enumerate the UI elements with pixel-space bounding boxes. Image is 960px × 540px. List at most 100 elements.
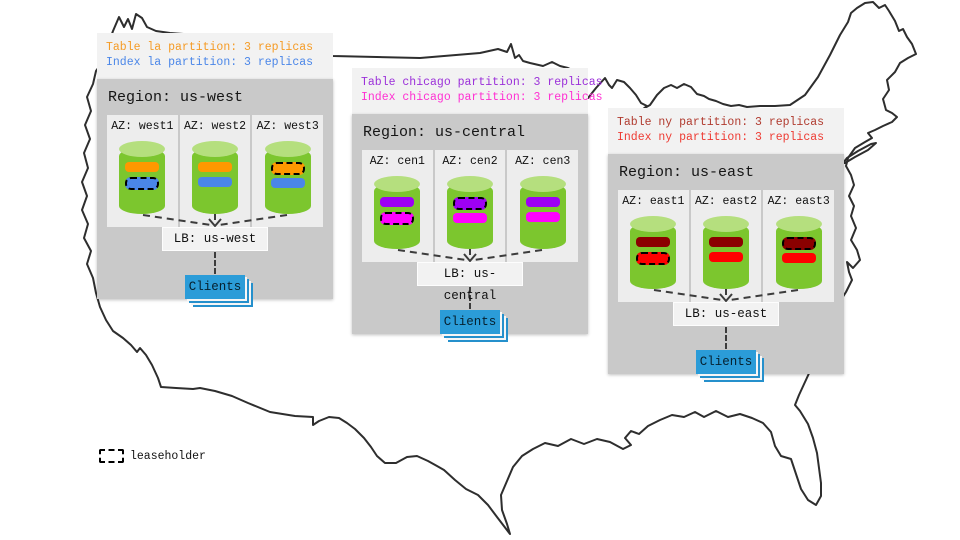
replica-bars: [525, 197, 560, 227]
az-label: AZ: east1: [622, 195, 685, 208]
region-title: Region: us-west: [108, 89, 244, 106]
database-cylinder-icon: [447, 176, 493, 256]
replica-bars: [380, 197, 415, 228]
cylinder-top-ellipse: [630, 216, 677, 232]
az-label: AZ: cen3: [515, 155, 571, 168]
table-replica-bar: [125, 162, 160, 172]
database-cylinder-icon: [374, 176, 421, 256]
index-partition-label: Index ny partition: 3 replicas: [617, 131, 825, 144]
replica-bars: [453, 197, 487, 228]
index-replica-bar-leaseholder: [636, 252, 671, 265]
database-cylinder-icon: [192, 141, 238, 221]
az-box: AZ: cen3: [507, 150, 579, 262]
az-box: AZ: east1: [618, 190, 689, 302]
clients-box: Clients: [440, 310, 500, 334]
index-replica-bar-leaseholder: [125, 177, 160, 190]
region-group-us-east: Table ny partition: 3 replicas Index ny …: [608, 108, 844, 401]
clients-box: Clients: [696, 350, 756, 374]
load-balancer-box: LB: us-west: [162, 227, 268, 251]
table-partition-label: Table la partition: 3 replicas: [106, 41, 314, 54]
region-group-us-central: Table chicago partition: 3 replicas Inde…: [352, 68, 603, 361]
region-box: Region: us-west AZ: west1 AZ: west2 AZ: …: [97, 79, 333, 299]
load-balancer-box: LB: us-east: [673, 302, 779, 326]
cylinder-top-ellipse: [192, 141, 238, 157]
legend-label: leaseholder: [130, 449, 206, 463]
az-box: AZ: west3: [252, 115, 324, 227]
load-balancer-box: LB: us-central: [417, 262, 523, 303]
az-label: AZ: east2: [694, 195, 758, 208]
replica-bars: [709, 237, 743, 267]
table-replica-bar-leaseholder: [453, 197, 487, 210]
index-replica-bar: [453, 213, 487, 223]
partition-annotation: Table chicago partition: 3 replicas Inde…: [352, 68, 603, 114]
cylinder-top-ellipse: [119, 141, 166, 157]
az-box: AZ: east3: [763, 190, 835, 302]
replica-bars: [125, 162, 160, 193]
az-area: AZ: west1 AZ: west2 AZ: west3: [107, 115, 324, 228]
cylinder-top-ellipse: [775, 216, 822, 232]
table-replica-bar: [709, 237, 743, 247]
index-replica-bar-leaseholder: [380, 212, 415, 225]
region-box: Region: us-central AZ: cen1 AZ: cen2 AZ:…: [352, 114, 588, 334]
index-partition-label: Index la partition: 3 replicas: [106, 56, 314, 69]
replica-bars: [781, 237, 816, 268]
cylinder-top-ellipse: [264, 141, 311, 157]
az-label: AZ: west2: [183, 120, 247, 133]
table-replica-bar: [636, 237, 671, 247]
cylinder-top-ellipse: [703, 216, 749, 232]
partition-annotation: Table la partition: 3 replicas Index la …: [97, 33, 333, 79]
az-box: AZ: cen1: [362, 150, 433, 262]
az-row: AZ: west1 AZ: west2 AZ: west3: [107, 115, 324, 227]
region-box: Region: us-east AZ: east1 AZ: east2 AZ: …: [608, 154, 844, 374]
replica-bars: [198, 162, 232, 192]
az-label: AZ: cen1: [369, 155, 425, 168]
index-replica-bar: [198, 177, 232, 187]
replica-bars: [636, 237, 671, 268]
lb-clients-connector: [214, 252, 216, 274]
table-replica-bar: [525, 197, 560, 207]
az-label: AZ: east3: [767, 195, 830, 208]
index-replica-bar: [709, 252, 743, 262]
database-cylinder-icon: [119, 141, 166, 221]
az-row: AZ: cen1 AZ: cen2 AZ: cen3: [362, 150, 579, 262]
table-replica-bar-leaseholder: [270, 162, 305, 175]
leaseholder-swatch-icon: [99, 449, 124, 463]
index-replica-bar: [525, 212, 560, 222]
az-label: AZ: cen2: [442, 155, 498, 168]
region-group-us-west: Table la partition: 3 replicas Index la …: [97, 33, 333, 326]
database-cylinder-icon: [775, 216, 822, 296]
replica-bars: [270, 162, 305, 193]
az-label: AZ: west1: [111, 120, 174, 133]
table-replica-bar: [198, 162, 232, 172]
lb-clients-connector: [725, 327, 727, 349]
legend: leaseholder: [99, 449, 206, 463]
cylinder-top-ellipse: [519, 176, 566, 192]
az-box: AZ: west2: [179, 115, 251, 227]
clients-box: Clients: [185, 275, 245, 299]
index-partition-label: Index chicago partition: 3 replicas: [361, 91, 603, 104]
database-cylinder-icon: [630, 216, 677, 296]
table-replica-bar: [380, 197, 415, 207]
region-title: Region: us-east: [619, 164, 755, 181]
az-box: AZ: east2: [690, 190, 762, 302]
lb-clients-connector: [469, 287, 471, 309]
database-cylinder-icon: [264, 141, 311, 221]
az-row: AZ: east1 AZ: east2 AZ: east3: [618, 190, 835, 302]
az-label: AZ: west3: [256, 120, 319, 133]
table-replica-bar-leaseholder: [781, 237, 816, 250]
index-replica-bar: [270, 178, 305, 188]
table-partition-label: Table ny partition: 3 replicas: [617, 116, 825, 129]
az-box: AZ: west1: [107, 115, 178, 227]
table-partition-label: Table chicago partition: 3 replicas: [361, 76, 603, 89]
cylinder-top-ellipse: [447, 176, 493, 192]
az-box: AZ: cen2: [434, 150, 506, 262]
cylinder-top-ellipse: [374, 176, 421, 192]
index-replica-bar: [781, 253, 816, 263]
az-area: AZ: cen1 AZ: cen2 AZ: cen3: [362, 150, 579, 263]
database-cylinder-icon: [519, 176, 566, 256]
long-island-path: [842, 142, 877, 164]
region-title: Region: us-central: [363, 124, 526, 141]
database-cylinder-icon: [703, 216, 749, 296]
az-area: AZ: east1 AZ: east2 AZ: east3: [618, 190, 835, 303]
partition-annotation: Table ny partition: 3 replicas Index ny …: [608, 108, 844, 154]
